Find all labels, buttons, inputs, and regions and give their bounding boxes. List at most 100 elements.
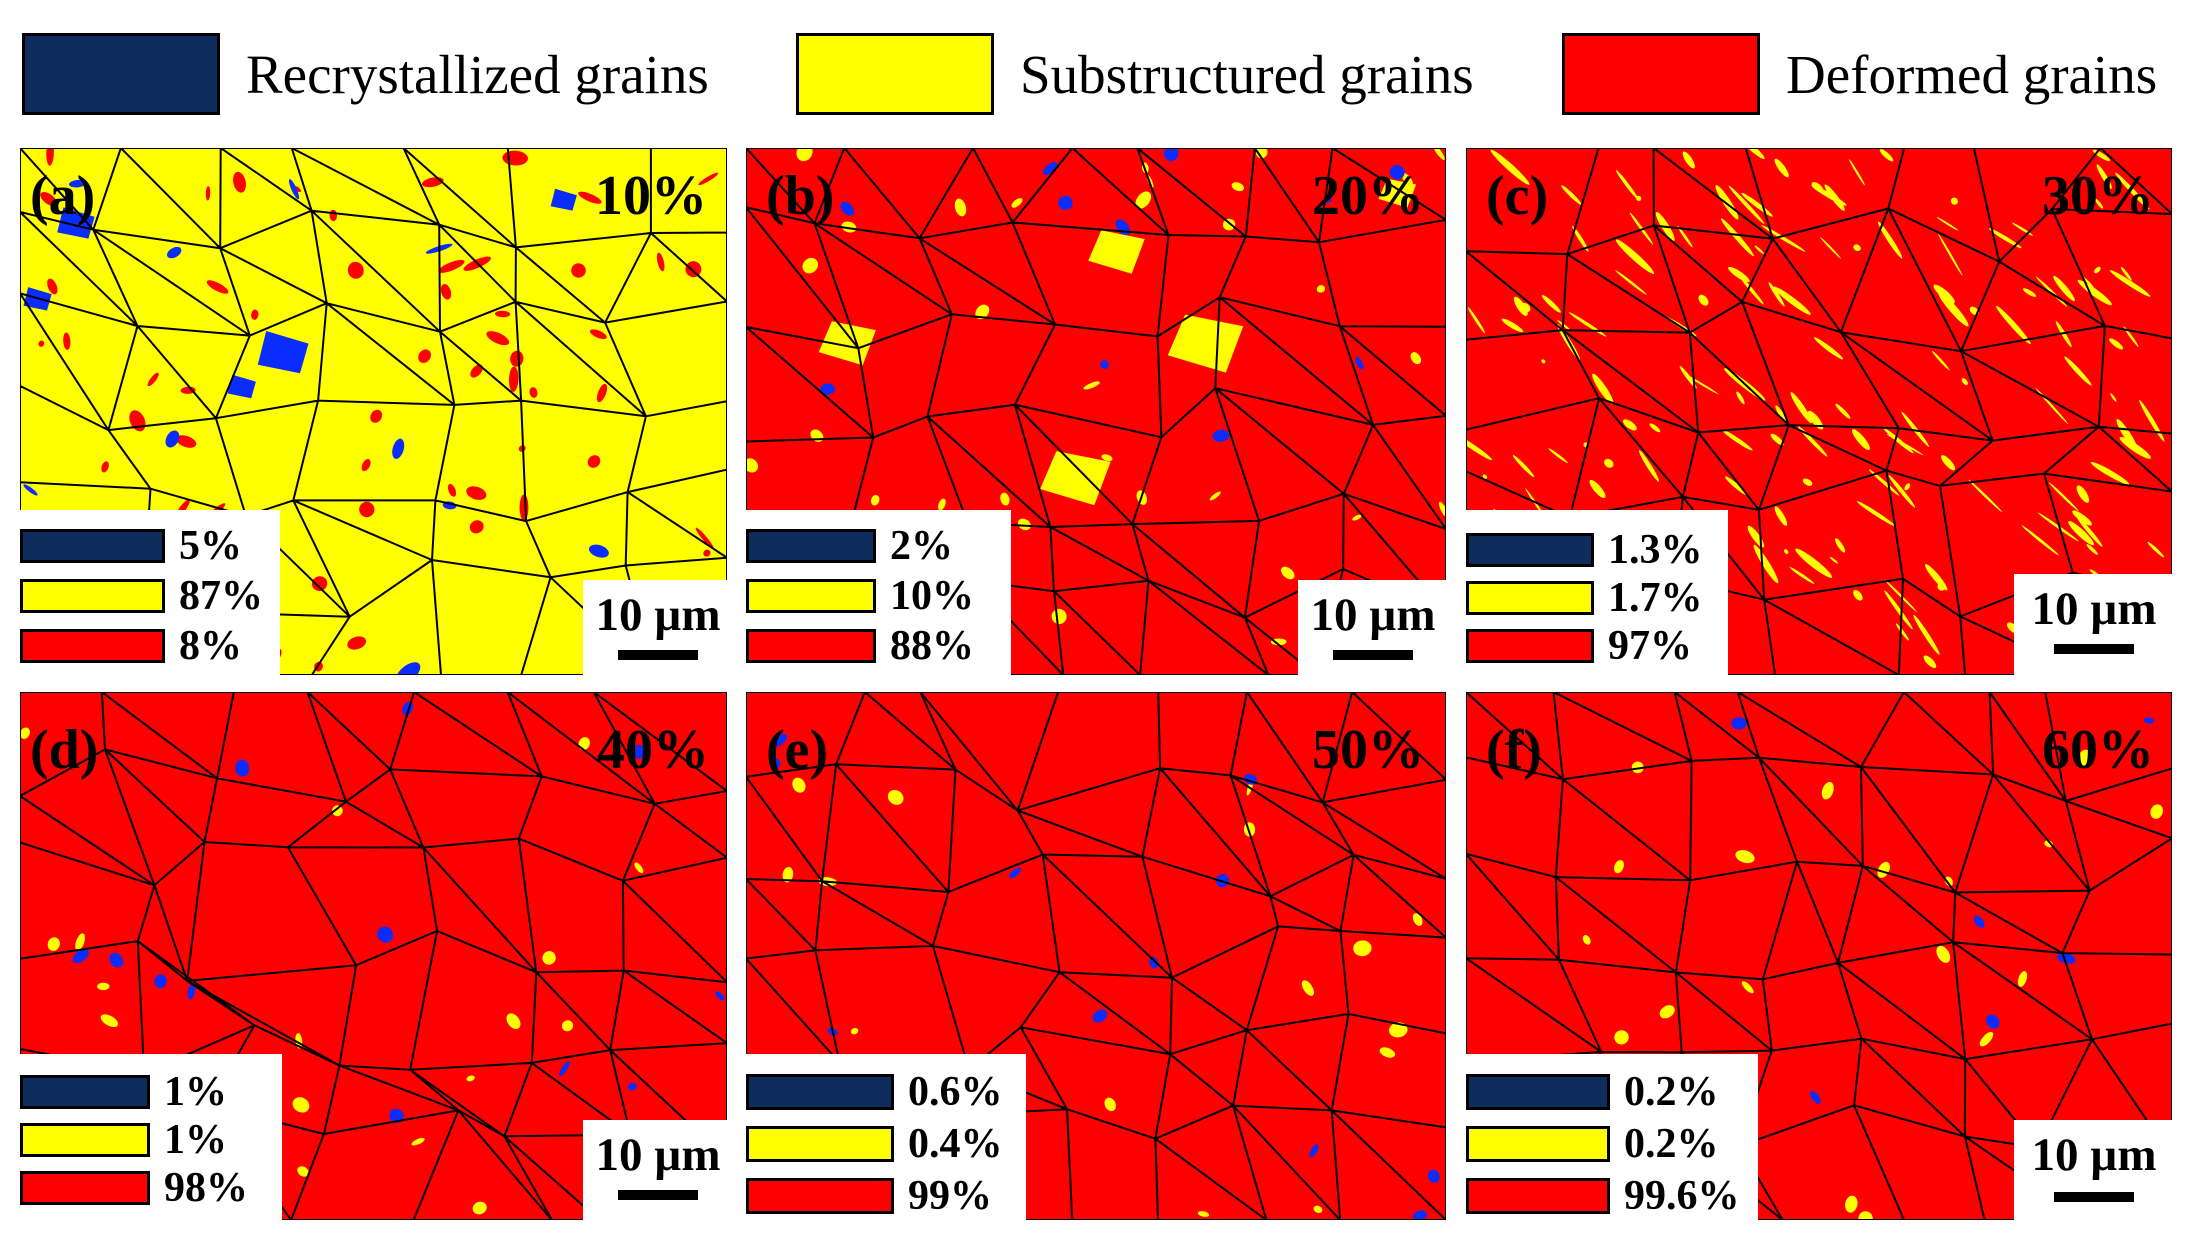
fraction-row-substructured-b: 10% <box>746 572 974 620</box>
legend-deformed: Deformed grains <box>1562 33 2157 115</box>
fraction-row-recrystallized-a: 5% <box>20 522 242 570</box>
scale-bar-f <box>2054 1192 2134 1202</box>
fraction-substructured-d: 1% <box>164 1117 227 1163</box>
fraction-substructured-b: 10% <box>890 573 974 619</box>
fraction-recrystallized-b: 2% <box>890 523 953 569</box>
fraction-swatch-substructured-f <box>1466 1126 1610 1162</box>
scale-box-c: 10 µm <box>2014 574 2172 675</box>
fraction-row-substructured-f: 0.2% <box>1466 1120 1719 1168</box>
panel-label-e: (e) <box>766 719 829 781</box>
scale-box-d: 10 µm <box>583 1120 727 1220</box>
scale-box-b: 10 µm <box>1298 580 1446 675</box>
legend-recrystallized: Recrystallized grains <box>22 33 709 115</box>
panel-label-f: (f) <box>1486 719 1542 781</box>
scale-bar-b <box>1333 650 1413 660</box>
strain-label-c: 30% <box>2042 165 2154 227</box>
fraction-swatch-substructured-b <box>746 579 876 613</box>
fraction-swatch-substructured-c <box>1466 581 1594 615</box>
strain-label-d: 40% <box>597 719 709 781</box>
fraction-deformed-b: 88% <box>890 623 974 669</box>
fraction-swatch-deformed-c <box>1466 629 1594 663</box>
legend-label-substructured: Substructured grains <box>1020 43 1474 105</box>
legend-label-deformed: Deformed grains <box>1786 43 2158 105</box>
legend-swatch-deformed <box>1562 33 1760 115</box>
fraction-swatch-recrystallized-b <box>746 529 876 563</box>
fraction-row-substructured-c: 1.7% <box>1466 574 1703 622</box>
scale-label-b: 10 µm <box>1310 589 1436 641</box>
scale-box-a: 10 µm <box>583 580 727 675</box>
fraction-swatch-deformed-b <box>746 629 876 663</box>
fraction-substructured-f: 0.2% <box>1624 1121 1719 1167</box>
fraction-deformed-e: 99% <box>908 1173 992 1219</box>
fraction-row-recrystallized-b: 2% <box>746 522 953 570</box>
strain-label-e: 50% <box>1312 719 1424 781</box>
fraction-box-f: 0.2% 0.2% 99.6% <box>1466 1054 1758 1220</box>
fraction-swatch-substructured-e <box>746 1126 894 1162</box>
fraction-deformed-f: 99.6% <box>1624 1173 1740 1219</box>
fraction-recrystallized-d: 1% <box>164 1069 227 1115</box>
fraction-swatch-deformed-e <box>746 1178 894 1214</box>
fraction-row-recrystallized-f: 0.2% <box>1466 1068 1719 1116</box>
fraction-row-recrystallized-d: 1% <box>20 1068 227 1116</box>
fraction-substructured-e: 0.4% <box>908 1121 1003 1167</box>
fraction-deformed-d: 98% <box>164 1165 248 1211</box>
fraction-deformed-c: 97% <box>1608 623 1692 669</box>
strain-label-a: 10% <box>595 165 707 227</box>
scale-bar-d <box>618 1190 698 1200</box>
fraction-swatch-substructured-a <box>20 579 165 613</box>
legend-swatch-substructured <box>796 33 994 115</box>
fraction-row-substructured-a: 87% <box>20 572 263 620</box>
legend-substructured: Substructured grains <box>796 33 1474 115</box>
legend-swatch-recrystallized <box>22 33 220 115</box>
fraction-swatch-substructured-d <box>20 1123 150 1157</box>
scale-label-a: 10 µm <box>595 589 721 641</box>
fraction-row-deformed-d: 98% <box>20 1164 248 1212</box>
fraction-box-b: 2% 10% 88% <box>746 510 1011 675</box>
fraction-swatch-deformed-a <box>20 629 165 663</box>
fraction-recrystallized-c: 1.3% <box>1608 527 1703 573</box>
fraction-deformed-a: 8% <box>179 623 242 669</box>
fraction-box-e: 0.6% 0.4% 99% <box>746 1054 1026 1220</box>
fraction-swatch-recrystallized-d <box>20 1075 150 1109</box>
fraction-row-substructured-d: 1% <box>20 1116 227 1164</box>
panel-d: (d) 40% 1% 1% 98% 10 µm <box>20 692 727 1220</box>
scale-label-d: 10 µm <box>595 1129 721 1181</box>
fraction-row-deformed-a: 8% <box>20 622 242 670</box>
fraction-row-deformed-e: 99% <box>746 1172 992 1220</box>
panel-a: (a) 10% 5% 87% 8% 10 µm <box>20 148 727 675</box>
fraction-substructured-a: 87% <box>179 573 263 619</box>
fraction-box-c: 1.3% 1.7% 97% <box>1466 510 1728 675</box>
fraction-swatch-recrystallized-a <box>20 529 165 563</box>
fraction-recrystallized-a: 5% <box>179 523 242 569</box>
fraction-swatch-deformed-d <box>20 1171 150 1205</box>
strain-label-b: 20% <box>1312 165 1424 227</box>
fraction-row-recrystallized-e: 0.6% <box>746 1068 1003 1116</box>
panel-b: (b) 20% 2% 10% 88% 10 µm <box>746 148 1446 675</box>
fraction-recrystallized-e: 0.6% <box>908 1069 1003 1115</box>
fraction-swatch-recrystallized-f <box>1466 1074 1610 1110</box>
fraction-swatch-deformed-f <box>1466 1178 1610 1214</box>
panel-label-c: (c) <box>1486 165 1549 227</box>
scale-bar-a <box>618 650 698 660</box>
scale-box-f: 10 µm <box>2014 1120 2172 1220</box>
fraction-row-deformed-f: 99.6% <box>1466 1172 1740 1220</box>
fraction-row-deformed-c: 97% <box>1466 622 1692 670</box>
scale-bar-c <box>2054 644 2134 654</box>
panel-c: (c) 30% 1.3% 1.7% 97% 10 µm <box>1466 148 2172 675</box>
fraction-row-substructured-e: 0.4% <box>746 1120 1003 1168</box>
panel-label-a: (a) <box>30 165 96 227</box>
fraction-recrystallized-f: 0.2% <box>1624 1069 1719 1115</box>
fraction-row-deformed-b: 88% <box>746 622 974 670</box>
panel-label-d: (d) <box>30 719 99 781</box>
legend-label-recrystallized: Recrystallized grains <box>246 43 709 105</box>
strain-label-f: 60% <box>2042 719 2154 781</box>
fraction-row-recrystallized-c: 1.3% <box>1466 526 1703 574</box>
panel-f: (f) 60% 0.2% 0.2% 99.6% 10 µm <box>1466 692 2172 1220</box>
fraction-swatch-recrystallized-e <box>746 1074 894 1110</box>
fraction-box-a: 5% 87% 8% <box>20 510 280 675</box>
scale-label-f: 10 µm <box>2031 1129 2157 1181</box>
fraction-substructured-c: 1.7% <box>1608 575 1703 621</box>
panel-e: (e) 50% 0.6% 0.4% 99% <box>746 692 1446 1220</box>
scale-label-c: 10 µm <box>2031 583 2157 635</box>
panel-label-b: (b) <box>766 165 835 227</box>
